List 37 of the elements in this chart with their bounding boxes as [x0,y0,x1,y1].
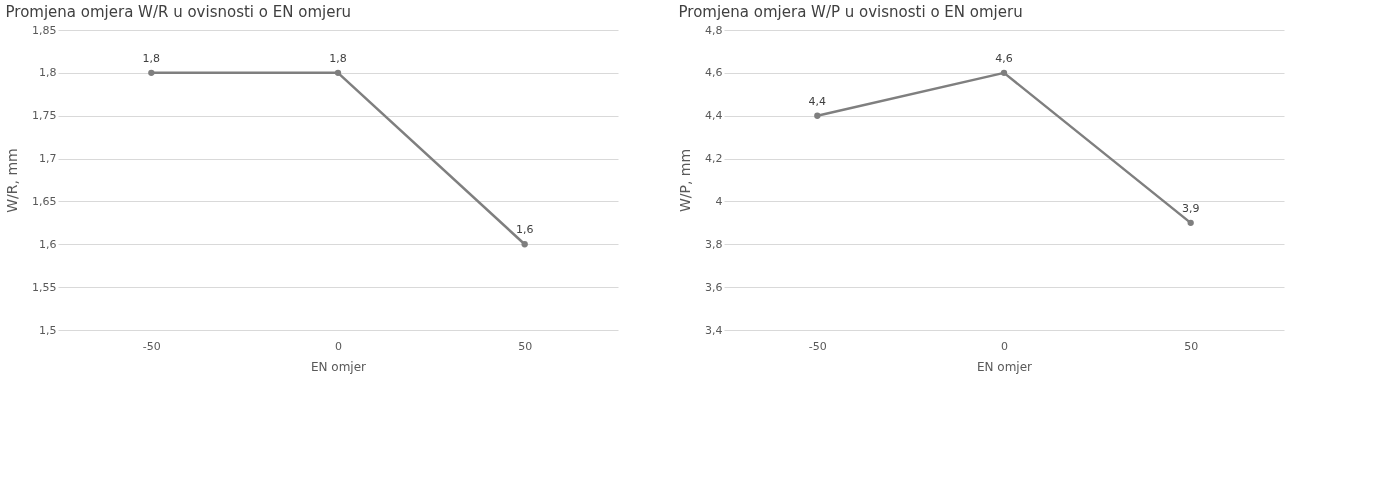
x-tick-label: 50 [518,339,533,353]
y-tick-label: 3,4 [705,323,723,337]
chart-title: Promjena omjera W/P u ovisnosti o EN omjeru [678,3,1023,21]
y-tick-label: 1,5 [39,323,57,337]
data-label: 1,8 [142,51,161,65]
x-axis-title: EN omjer [976,359,1033,374]
x-tick-label: -50 [808,339,827,353]
data-label: 4,6 [995,51,1013,65]
y-tick-label: 3,8 [705,237,723,251]
y-tick-label: 1,55 [32,280,57,294]
y-tick-label: 1,85 [32,23,57,37]
data-label: 4,4 [808,94,827,108]
point [814,112,821,119]
y-tick-label: 1,75 [32,109,57,123]
chart-title: Promjena omjera W/R u ovisnosti o EN omjeru [5,3,352,21]
data-label: 3,9 [1181,201,1200,215]
x-tick-label: 0 [335,339,342,353]
y-tick-label: 3,6 [705,280,723,294]
data-label: 1,6 [515,223,534,237]
y-tick-label: 4,6 [705,66,723,80]
x-tick-label: 0 [1001,339,1008,353]
data-label: 1,8 [329,51,347,65]
point [1187,219,1194,227]
y-tick-label: 1,7 [39,152,57,166]
y-tick-label: 4,2 [705,152,723,166]
y-tick-label: 4,4 [705,109,723,123]
y-tick-label: 1,65 [32,194,57,208]
y-tick-label: 4,8 [705,23,723,37]
y-tick-label: 1,6 [39,237,57,251]
y-axis-title: W/P, mm [677,148,694,213]
y-tick-label: 1,8 [39,66,57,80]
x-tick-label: 50 [1184,339,1199,353]
y-tick-label: 4 [715,194,723,208]
y-axis-title: W/R, mm [4,148,21,213]
x-tick-label: -50 [142,339,161,353]
point [1000,69,1008,77]
x-axis-title: EN omjer [310,359,367,374]
